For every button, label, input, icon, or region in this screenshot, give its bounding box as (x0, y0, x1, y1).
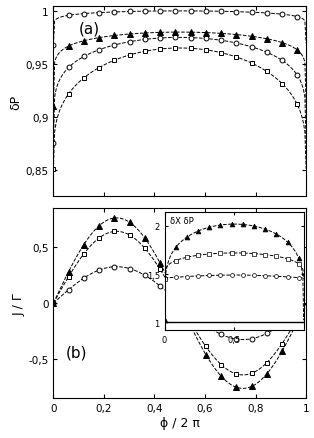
X-axis label: ϕ / 2 π: ϕ / 2 π (160, 416, 200, 429)
Y-axis label: J / Γ: J / Γ (13, 292, 25, 315)
Y-axis label: δP: δP (10, 94, 23, 109)
Text: (b): (b) (66, 345, 88, 360)
Text: (a): (a) (79, 22, 100, 37)
